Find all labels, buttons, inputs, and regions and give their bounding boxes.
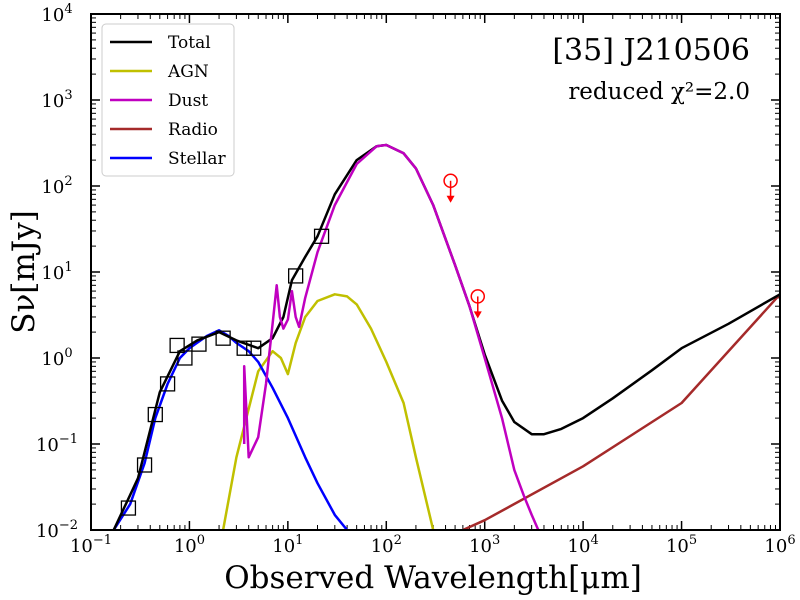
observed-point: [177, 350, 193, 366]
upper-limit-markers: [443, 173, 486, 319]
series-line-agn: [221, 293, 435, 530]
x-tick-label: 10−1: [70, 533, 112, 557]
axis-ticks: 10−1 100 101 102 103 104 105 10610−210−11001011…: [36, 2, 796, 557]
legend-label-total: Total: [168, 33, 211, 53]
upper-limit: [443, 173, 458, 203]
upper-limit-arrow-head: [446, 195, 455, 203]
chi2-annotation: reduced χ²=2.0: [568, 79, 750, 105]
observed-point: [147, 406, 163, 423]
plot-frame: [90, 13, 781, 531]
legend-label-radio: Radio: [168, 120, 218, 140]
x-tick-label: 106: [764, 533, 795, 557]
observed-point: [246, 340, 262, 356]
series-line-total: [112, 143, 780, 530]
observed-points: [120, 228, 330, 516]
legend-box: [101, 23, 235, 177]
legend-label-dust: Dust: [168, 91, 208, 111]
upper-limit-arrow-head: [473, 311, 482, 319]
x-axis-label: Observed Wavelength[μm]: [224, 560, 642, 596]
observed-point: [136, 457, 153, 473]
y-tick-label: 103: [41, 88, 72, 112]
observed-point: [288, 268, 304, 284]
observed-point: [159, 376, 176, 392]
y-tick-label: 100: [41, 346, 72, 370]
y-tick-label: 102: [41, 174, 72, 198]
x-tick-label: 105: [666, 533, 697, 557]
observed-point: [215, 330, 231, 346]
x-tick-label: 102: [371, 533, 402, 557]
observed-point: [236, 340, 252, 356]
x-tick-label: 103: [469, 533, 500, 557]
upper-limit: [470, 289, 486, 319]
source-annotation: [35] J210506: [552, 33, 750, 68]
series-layer: [112, 143, 780, 530]
legend: Total AGN Dust Radio Stellar: [101, 23, 235, 177]
y-axis-label: Sν[mJy]: [6, 210, 42, 334]
series-line-dust: [242, 143, 540, 530]
x-tick-label: 100: [174, 533, 205, 557]
series-line-stellar: [112, 329, 349, 530]
observed-point: [120, 500, 137, 516]
y-tick-label: 104: [41, 2, 72, 26]
legend-label-agn: AGN: [167, 62, 209, 82]
y-tick-label: 10−1: [36, 432, 78, 456]
observed-point: [313, 228, 330, 244]
x-tick-label: 101: [272, 533, 303, 557]
series-line-radio: [462, 293, 780, 530]
x-tick-label: 104: [568, 533, 599, 557]
y-tick-label: 10−2: [36, 518, 78, 542]
observed-point: [191, 336, 207, 352]
observed-point: [169, 337, 185, 354]
legend-label-stellar: Stellar: [168, 149, 227, 169]
y-tick-label: 101: [41, 260, 72, 284]
